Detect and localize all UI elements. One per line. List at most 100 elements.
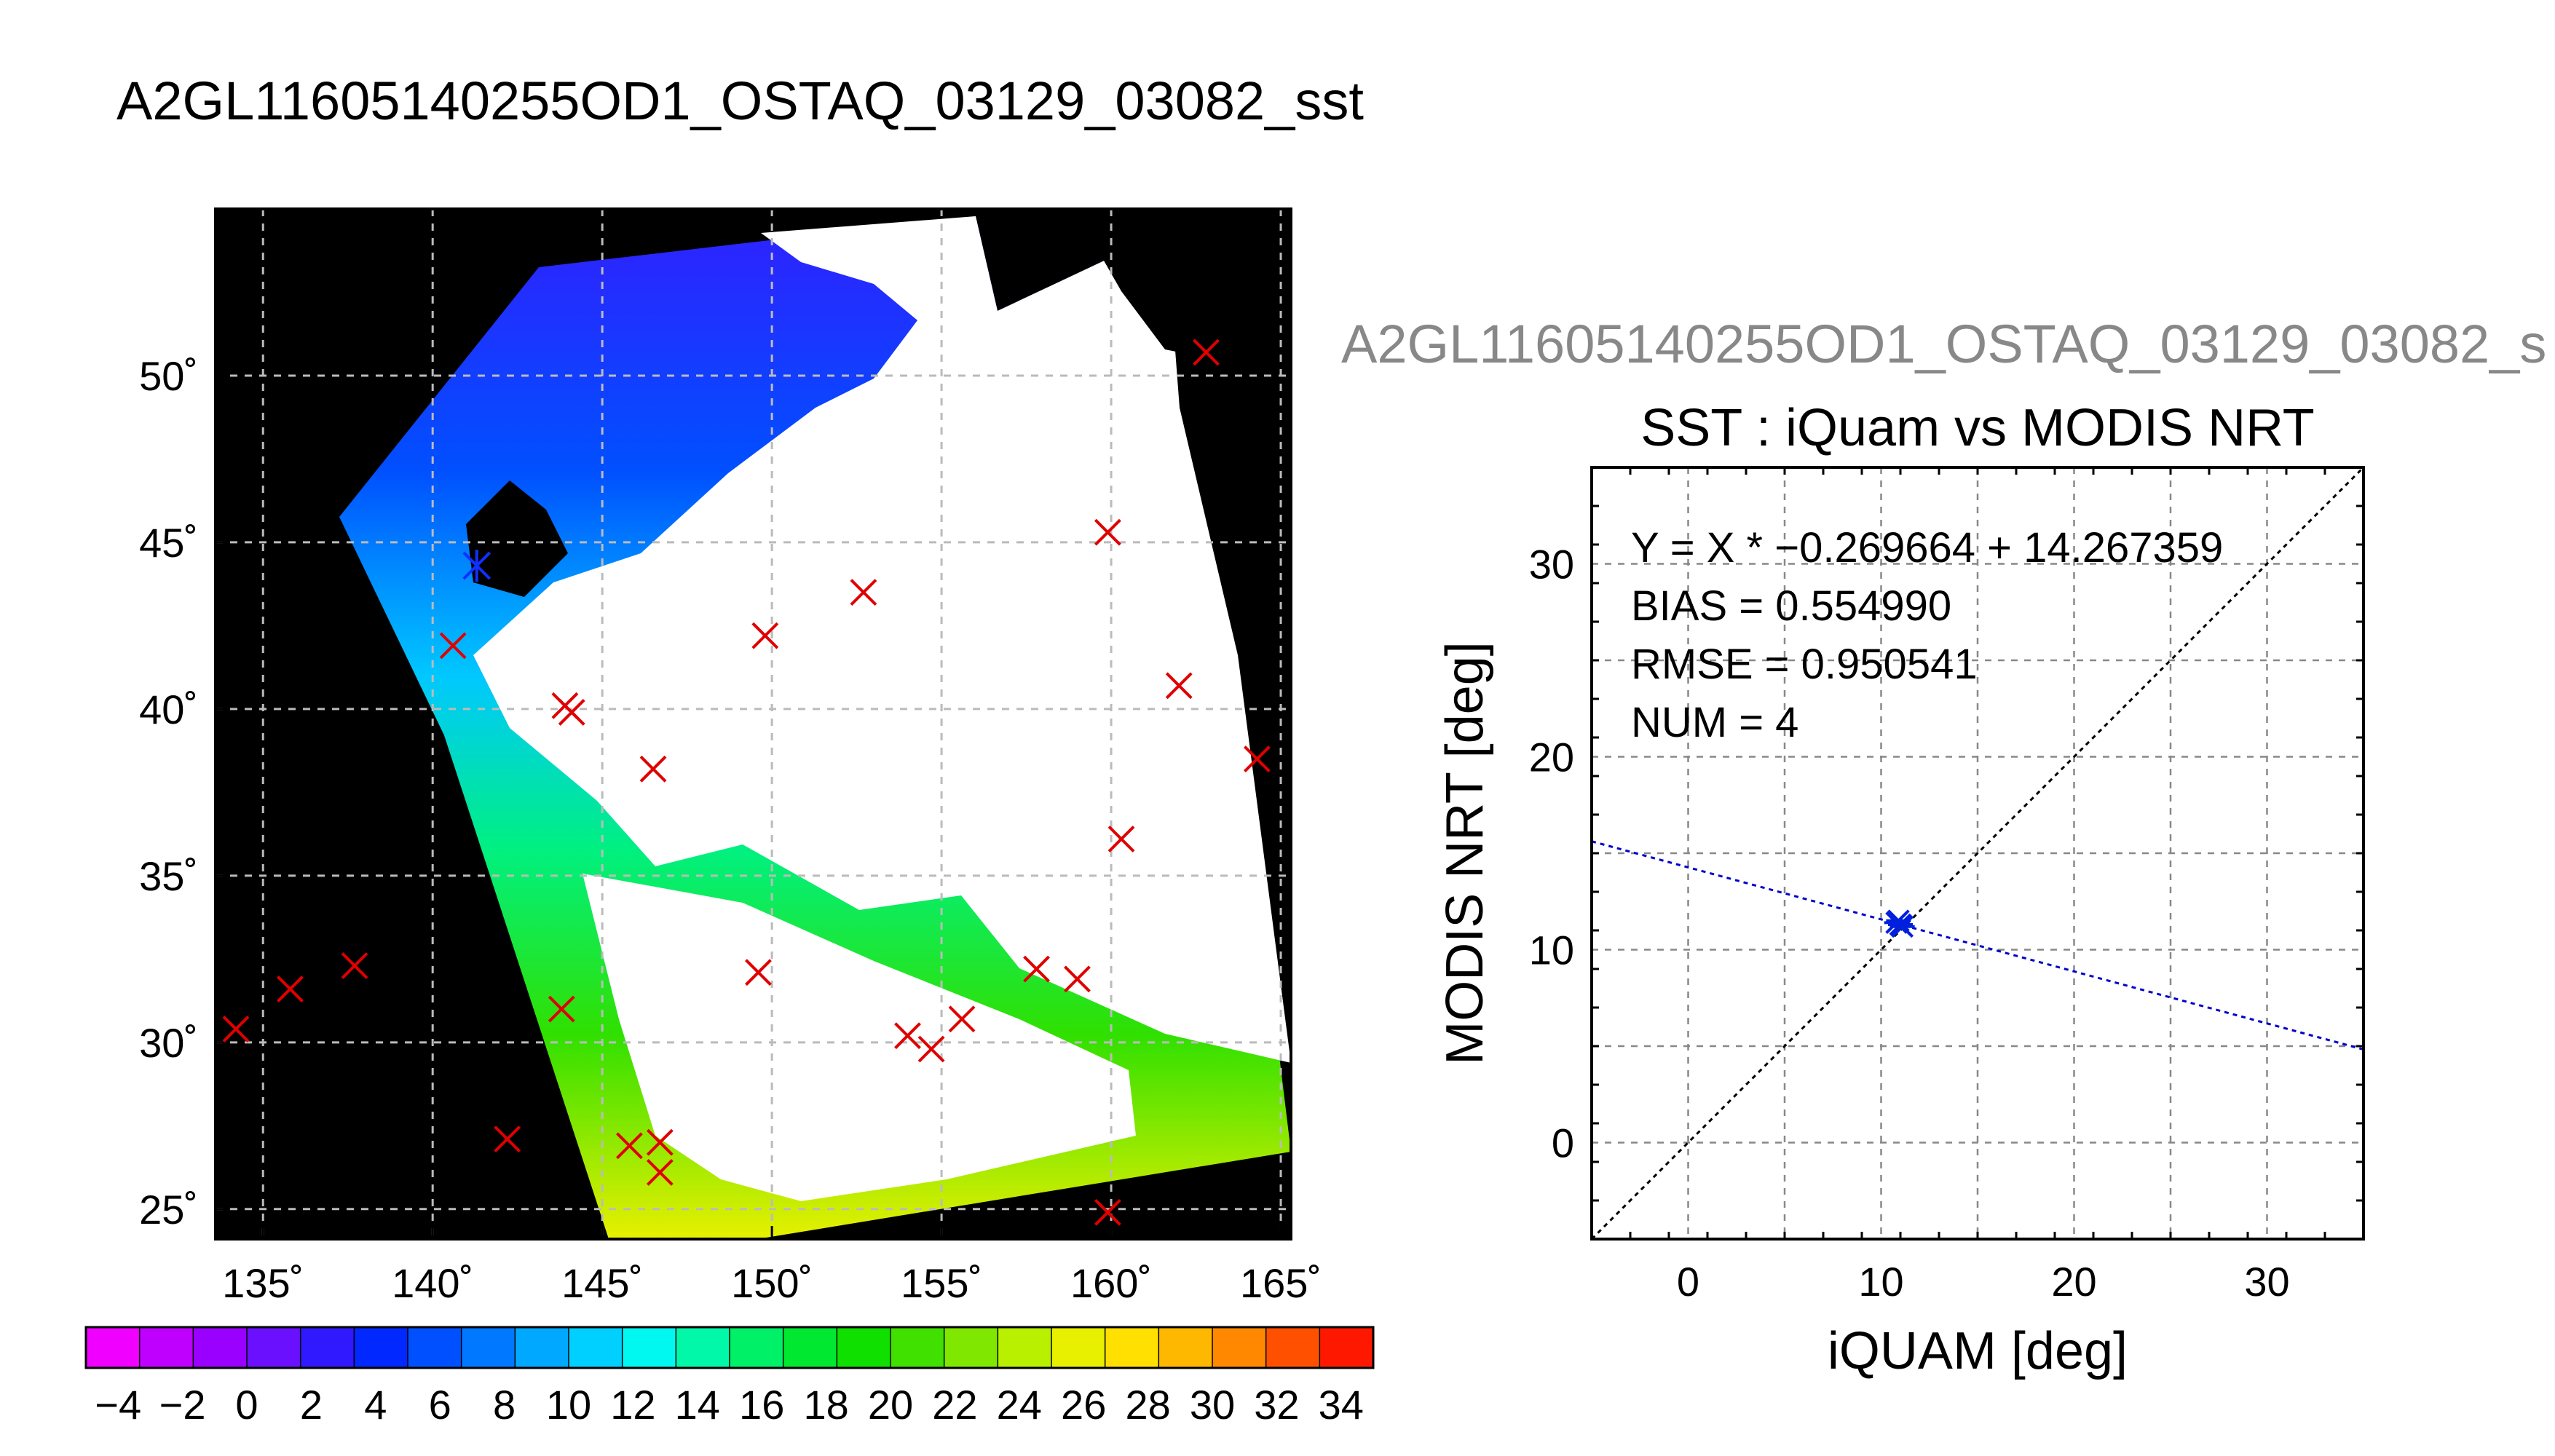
scatter-stat-line: NUM = 4: [1631, 699, 1798, 746]
iquam-buoy-marker: [558, 699, 585, 726]
iquam-buoy-marker: [341, 952, 368, 979]
colorbar-label: 14: [675, 1382, 720, 1428]
land-hokkaido: [466, 480, 568, 597]
colorbar-label: 16: [739, 1382, 784, 1428]
colorbar-swatch: [783, 1327, 837, 1368]
colorbar-label: 26: [1061, 1382, 1106, 1428]
iquam-buoy-marker: [616, 1132, 643, 1160]
scatter-ytick-label: 10: [1529, 927, 1574, 973]
iquam-buoy-marker: [894, 1022, 921, 1050]
scatter-ytick-label: 30: [1529, 542, 1574, 587]
map-ytick-label: 35˚: [139, 853, 198, 899]
map-xtick-label: 145˚: [561, 1260, 643, 1306]
colorbar-swatch: [891, 1327, 945, 1368]
colorbar-swatch: [1319, 1327, 1374, 1368]
colorbar-label: 28: [1125, 1382, 1170, 1428]
iquam-buoy-marker: [745, 959, 772, 986]
scatter-ytick-label: 0: [1552, 1120, 1574, 1166]
sst-colorbar: −4 −2 0 2 4 6 8 10 12 14 16 18 20 22 24 26 28 30 32 34: [84, 1326, 1375, 1428]
map-xtick-label: 165˚: [1240, 1260, 1322, 1306]
x-axis-label: iQUAM [deg]: [1828, 1322, 2128, 1380]
colorbar-swatch: [1212, 1327, 1267, 1368]
iquam-buoy-marker: [1243, 745, 1271, 772]
matchup-marker: [462, 549, 491, 582]
iquam-buoy-marker: [494, 1125, 521, 1153]
scatter-overflow-title: A2GL11605140255OD1_OSTAQ_03129_03082_s: [1341, 314, 2547, 374]
iquam-buoy-marker: [639, 755, 667, 783]
colorbar-swatch: [998, 1327, 1052, 1368]
map-ytick-label: 45˚: [139, 520, 198, 566]
colorbar-label: 22: [932, 1382, 977, 1428]
scatter-stat-line: Y = X * −0.269664 + 14.267359: [1631, 524, 2223, 571]
iquam-buoy-marker: [548, 995, 575, 1023]
scatter-title: SST : iQuam vs MODIS NRT: [1640, 399, 2315, 457]
iquam-buoy-marker: [1094, 518, 1121, 546]
colorbar-label: 2: [300, 1382, 323, 1428]
colorbar-swatch: [622, 1327, 676, 1368]
colorbar-swatch: [247, 1327, 301, 1368]
colorbar-frame: [84, 1326, 1375, 1369]
colorbar-label: 8: [493, 1382, 516, 1428]
y-axis-label: MODIS NRT [deg]: [1436, 641, 1494, 1065]
sst-map: 135˚ 140˚ 145˚ 150˚ 155˚ 160˚ 165˚ 25˚ 30˚ 35˚ 40˚…: [139, 207, 1322, 1306]
colorbar-label: 4: [364, 1382, 387, 1428]
colorbar-swatch: [139, 1327, 194, 1368]
colorbar-swatch: [1051, 1327, 1106, 1368]
colorbar-swatch: [1158, 1327, 1213, 1368]
colorbar-swatch: [461, 1327, 516, 1368]
colorbar-swatch: [408, 1327, 462, 1368]
map-xtick-label: 155˚: [901, 1260, 982, 1306]
colorbar-label: −2: [159, 1382, 206, 1428]
map-frame: [214, 207, 1292, 1241]
colorbar-swatch: [300, 1327, 355, 1368]
map-xtick-label: 160˚: [1070, 1260, 1152, 1306]
colorbar-swatch: [515, 1327, 569, 1368]
scatter-xtick-label: 10: [1858, 1259, 1903, 1305]
colorbar-swatch: [676, 1327, 730, 1368]
colorbar-swatch: [944, 1327, 998, 1368]
colorbar-label: 24: [997, 1382, 1042, 1428]
colorbar-label: 12: [610, 1382, 655, 1428]
iquam-buoy-marker: [751, 622, 779, 649]
iquam-buoy-marker: [850, 579, 877, 606]
scatter-xtick-label: 20: [2051, 1259, 2096, 1305]
colorbar-swatch: [354, 1327, 408, 1368]
colorbar-label: 6: [429, 1382, 451, 1428]
iquam-buoy-marker: [277, 976, 304, 1002]
scatter-ytick-label: 20: [1529, 735, 1574, 780]
iquam-buoy-marker: [917, 1035, 945, 1063]
map-xtick-label: 140˚: [392, 1260, 473, 1306]
map-ytick-label: 25˚: [139, 1187, 198, 1233]
scatter-stat-line: BIAS = 0.554990: [1631, 582, 1951, 630]
colorbar-label: 34: [1319, 1382, 1364, 1428]
scatter-plot: SST : iQuam vs MODIS NRT 0 10 20 300102030 …: [1436, 399, 2365, 1380]
map-title: A2GL11605140255OD1_OSTAQ_03129_03082_sst: [117, 71, 1364, 131]
colorbar-label: 20: [868, 1382, 913, 1428]
map-ytick-label: 30˚: [139, 1020, 198, 1066]
cloud-mask-south: [583, 874, 1136, 1201]
colorbar-swatch: [86, 1327, 141, 1368]
iquam-buoy-marker: [1064, 965, 1091, 993]
scatter-xtick-label: 0: [1677, 1259, 1699, 1305]
colorbar-swatch: [569, 1327, 623, 1368]
iquam-buoy-marker: [646, 1128, 674, 1156]
colorbar-swatch: [1105, 1327, 1159, 1368]
scatter-point: [1889, 915, 1915, 938]
colorbar-swatch: [730, 1327, 784, 1368]
iquam-buoy-marker: [948, 1005, 976, 1033]
iquam-buoy-marker: [222, 1016, 250, 1042]
colorbar-label: 0: [235, 1382, 258, 1428]
land-kamchatka: [983, 209, 1291, 408]
iquam-buoy-marker: [1094, 1198, 1121, 1226]
cloud-mask: [473, 216, 1291, 1063]
map-ytick-label: 40˚: [139, 687, 198, 732]
iquam-buoy-marker: [646, 1158, 674, 1186]
map-ytick-label: 50˚: [139, 353, 198, 399]
iquam-buoy-marker: [1023, 955, 1050, 983]
colorbar-label: 32: [1254, 1382, 1299, 1428]
iquam-buoy-marker: [1165, 672, 1193, 700]
colorbar-swatch: [193, 1327, 248, 1368]
regression-line: [1592, 840, 2364, 1051]
map-xtick-label: 150˚: [731, 1260, 813, 1306]
